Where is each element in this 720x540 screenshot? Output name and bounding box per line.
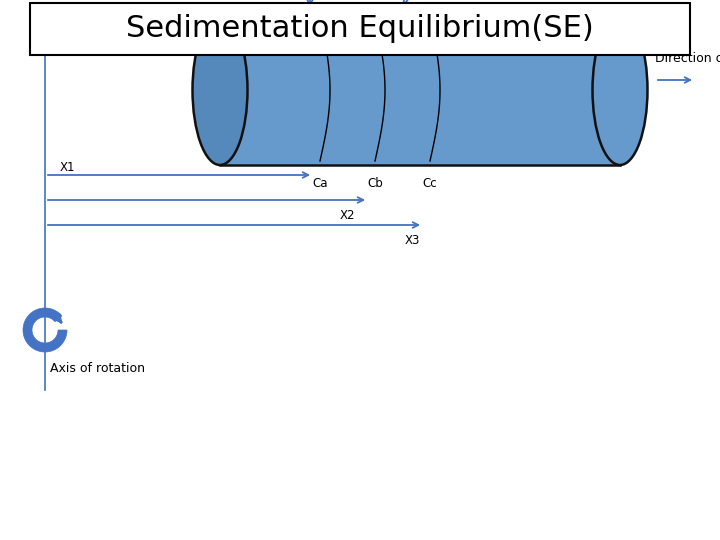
Text: X2: X2 (340, 209, 356, 222)
Polygon shape (23, 308, 67, 352)
Text: Cc: Cc (423, 177, 437, 190)
Text: Axis of rotation: Axis of rotation (50, 362, 145, 375)
Text: X3: X3 (405, 234, 420, 247)
Text: Cb: Cb (367, 177, 383, 190)
Text: Ca: Ca (312, 177, 328, 190)
Ellipse shape (593, 15, 647, 165)
Text: Sedimentation Equilibrium(SE): Sedimentation Equilibrium(SE) (126, 14, 594, 43)
Bar (220, 15, 620, 165)
Bar (30, 3, 690, 55)
Text: X1: X1 (60, 161, 76, 174)
Ellipse shape (192, 15, 248, 165)
Text: Direction of the centrifugal force: Direction of the centrifugal force (655, 52, 720, 65)
